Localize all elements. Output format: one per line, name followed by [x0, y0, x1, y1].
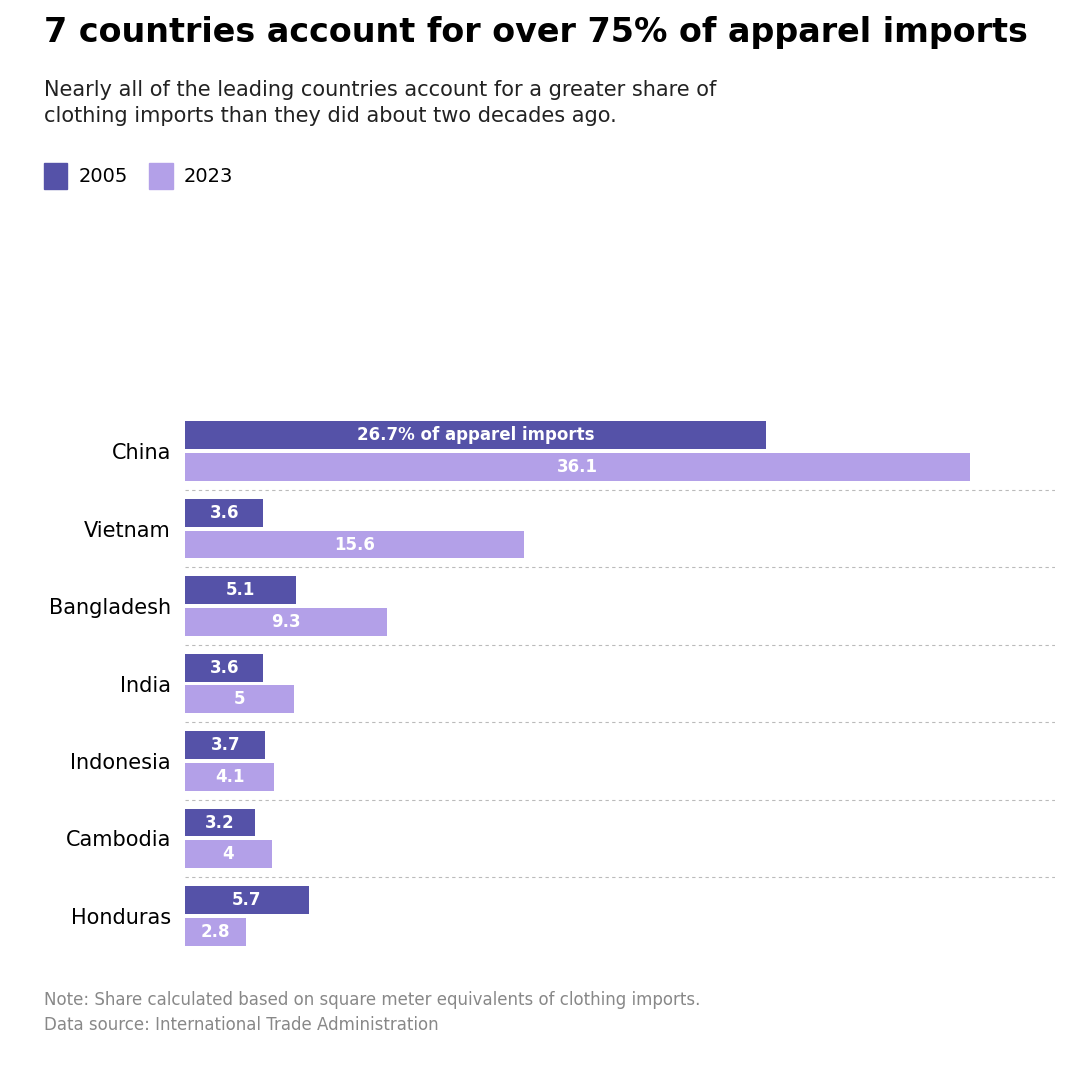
Text: 7 countries account for over 75% of apparel imports: 7 countries account for over 75% of appa… [44, 16, 1027, 49]
Text: 3.6: 3.6 [209, 659, 239, 677]
Bar [185, 422, 766, 450]
Bar [185, 453, 970, 481]
Text: 15.6: 15.6 [334, 535, 375, 553]
Text: 9.3: 9.3 [271, 613, 301, 631]
Text: 2023: 2023 [184, 167, 233, 186]
Text: 5.1: 5.1 [226, 581, 255, 599]
Text: 5.7: 5.7 [232, 891, 262, 909]
Text: 3.6: 3.6 [209, 504, 239, 522]
Bar [185, 654, 263, 681]
Text: 4: 4 [223, 845, 234, 863]
Text: 2005: 2005 [78, 167, 127, 186]
Text: Data source: International Trade Administration: Data source: International Trade Adminis… [44, 1016, 438, 1034]
Text: 3.2: 3.2 [205, 814, 235, 832]
Text: 4.1: 4.1 [214, 768, 245, 786]
Bar [185, 732, 265, 759]
Bar [185, 499, 263, 527]
Text: 5: 5 [234, 690, 245, 708]
Bar [185, 686, 294, 713]
Text: 26.7% of apparel imports: 26.7% of apparel imports [357, 426, 594, 444]
Bar [185, 841, 272, 868]
Bar [185, 808, 255, 836]
Bar [185, 577, 296, 604]
Bar [185, 608, 387, 635]
Bar [185, 886, 309, 914]
Text: 3.7: 3.7 [210, 736, 240, 754]
Text: Note: Share calculated based on square meter equivalents of clothing imports.: Note: Share calculated based on square m… [44, 991, 700, 1009]
Bar [185, 763, 274, 790]
Bar [185, 917, 246, 945]
Text: 2.8: 2.8 [200, 923, 231, 941]
Text: 36.1: 36.1 [557, 458, 598, 476]
Bar [185, 531, 524, 559]
Text: Nearly all of the leading countries account for a greater share of
clothing impo: Nearly all of the leading countries acco… [44, 80, 716, 126]
